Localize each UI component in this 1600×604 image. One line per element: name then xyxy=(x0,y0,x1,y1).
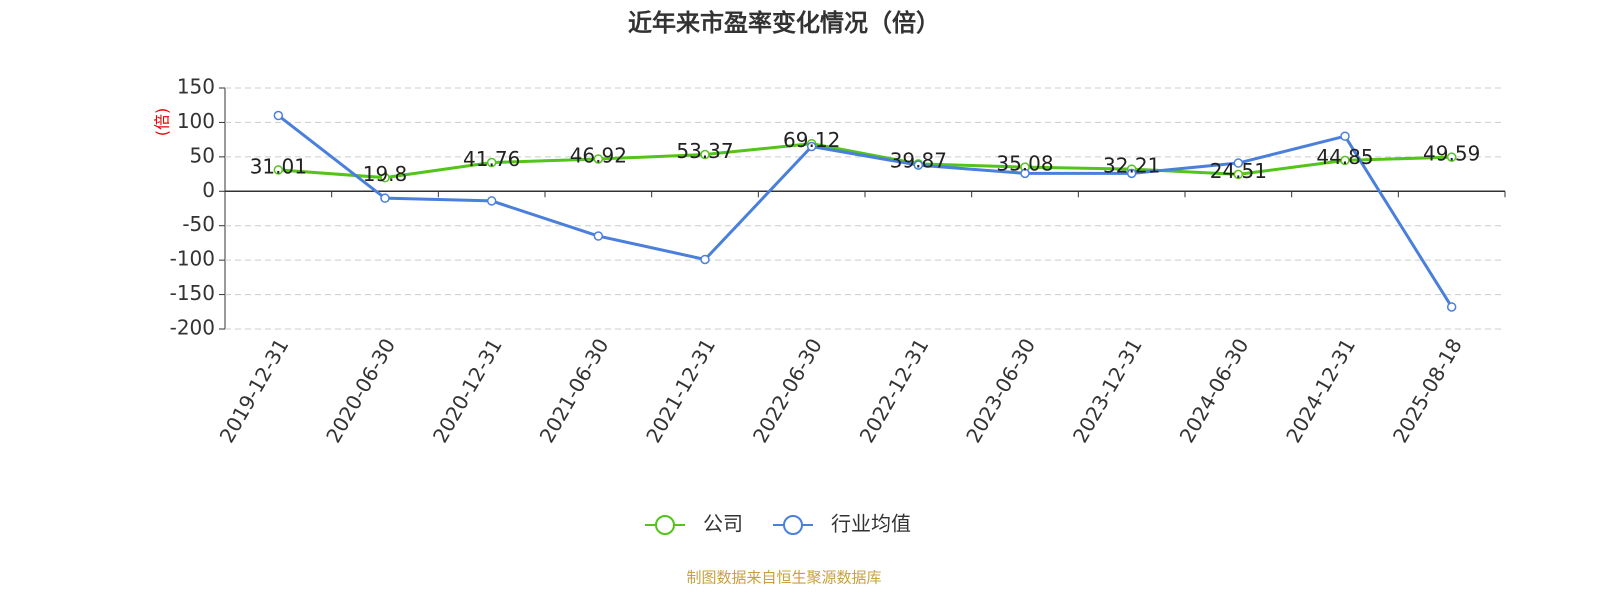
data-label: 35.08 xyxy=(996,152,1053,176)
series-line xyxy=(278,142,1452,180)
data-point xyxy=(1233,169,1244,180)
y-tick-label: -100 xyxy=(170,247,215,271)
y-axis-label: (倍) xyxy=(153,108,172,137)
legend-label: 公司 xyxy=(703,512,743,536)
data-point xyxy=(1233,158,1244,168)
y-tick-label: -150 xyxy=(170,281,215,305)
data-label: 46.92 xyxy=(570,143,627,167)
y-tick-label: -200 xyxy=(170,316,215,340)
x-tick-label: 2024-12-31 xyxy=(1281,334,1360,447)
data-label: 39.87 xyxy=(890,148,947,172)
data-point xyxy=(1126,168,1137,179)
y-tick-label: 150 xyxy=(177,75,215,99)
data-point xyxy=(1340,155,1350,166)
data-label: 31.01 xyxy=(250,154,307,178)
data-point xyxy=(273,165,284,175)
legend-item[interactable]: 行业均值 xyxy=(773,512,911,536)
x-tick-label: 2025-08-18 xyxy=(1388,334,1467,447)
y-tick-label: 50 xyxy=(190,143,215,167)
x-tick-label: 2019-12-31 xyxy=(215,334,294,447)
legend-item[interactable]: 公司 xyxy=(645,512,743,536)
x-tick-label: 2021-06-30 xyxy=(535,334,614,447)
data-point xyxy=(806,141,817,152)
data-point xyxy=(913,160,924,170)
data-point xyxy=(1446,152,1457,162)
data-point xyxy=(1446,302,1457,312)
data-point xyxy=(700,254,710,265)
data-point xyxy=(486,196,497,206)
data-point xyxy=(380,172,390,183)
data-point xyxy=(593,231,604,241)
data-label: 41.76 xyxy=(463,147,520,171)
x-tick-label: 2023-06-30 xyxy=(961,334,1040,447)
source-note: 制图数据来自恒生聚源数据库 xyxy=(686,569,881,587)
data-point xyxy=(1020,168,1030,179)
data-point xyxy=(700,149,710,160)
data-label: 49.59 xyxy=(1423,142,1480,166)
y-tick-label: -50 xyxy=(182,212,215,236)
legend-marker xyxy=(655,515,675,535)
data-point xyxy=(486,157,497,168)
x-tick-label: 2022-12-31 xyxy=(855,334,934,447)
legend-label: 行业均值 xyxy=(831,512,911,536)
x-tick-label: 2024-06-30 xyxy=(1175,334,1254,447)
data-label: 44.85 xyxy=(1316,145,1373,169)
data-label: 32.21 xyxy=(1103,154,1160,178)
legend-marker xyxy=(783,515,803,535)
data-label: 69.12 xyxy=(783,128,840,152)
chart-title: 近年来市盈率变化情况（倍） xyxy=(628,9,940,37)
x-tick-label: 2022-06-30 xyxy=(748,334,827,447)
data-point xyxy=(380,193,390,203)
y-tick-label: 0 xyxy=(202,178,215,202)
x-tick-label: 2020-12-31 xyxy=(428,334,507,447)
data-label: 24.51 xyxy=(1210,159,1267,183)
data-point xyxy=(593,154,604,164)
data-label: 53.37 xyxy=(676,139,733,163)
y-tick-label: 100 xyxy=(177,109,215,133)
data-point xyxy=(273,110,284,121)
data-point xyxy=(1340,131,1350,141)
x-tick-label: 2021-12-31 xyxy=(641,334,720,447)
series-line xyxy=(277,114,1453,308)
data-label: 19.8 xyxy=(363,162,408,186)
x-tick-label: 2023-12-31 xyxy=(1068,334,1147,447)
x-tick-label: 2020-06-30 xyxy=(321,334,400,447)
